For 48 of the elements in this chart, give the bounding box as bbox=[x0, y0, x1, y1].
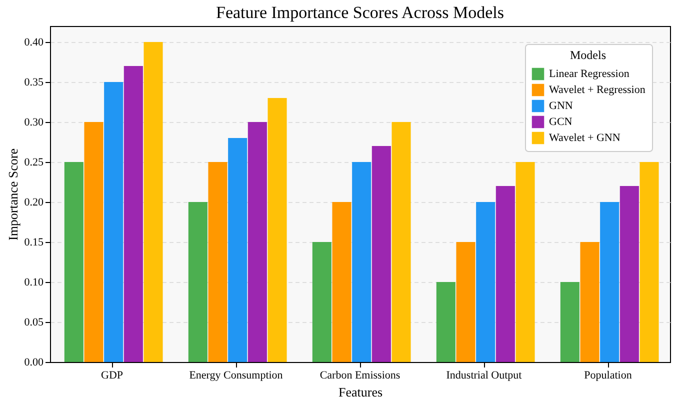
y-tick-label: 0.25 bbox=[24, 156, 44, 168]
legend-label: Linear Regression bbox=[549, 68, 630, 80]
bar bbox=[372, 146, 391, 362]
bar bbox=[228, 138, 248, 362]
legend-label: Wavelet + Regression bbox=[549, 84, 646, 96]
legend-title: Models bbox=[570, 48, 606, 62]
y-tick-label: 0.10 bbox=[24, 276, 44, 288]
bar bbox=[580, 242, 600, 362]
x-tick-label: GDP bbox=[100, 370, 124, 382]
bar bbox=[84, 122, 104, 362]
chart-title: Feature Importance Scores Across Models bbox=[216, 3, 504, 22]
x-tick-label: Carbon Emissions bbox=[320, 370, 400, 382]
y-tick-label: 0.00 bbox=[24, 356, 44, 368]
bar bbox=[516, 162, 535, 362]
y-tick-label: 0.40 bbox=[24, 36, 44, 48]
bar bbox=[620, 186, 639, 362]
y-tick-label: 0.20 bbox=[24, 196, 44, 208]
bar bbox=[248, 122, 267, 362]
bar bbox=[392, 122, 411, 362]
bar bbox=[64, 162, 84, 362]
bar bbox=[436, 282, 456, 362]
x-tick-label: Industrial Output bbox=[446, 370, 522, 382]
y-tick-label: 0.05 bbox=[24, 316, 44, 328]
bar bbox=[560, 282, 580, 362]
bar bbox=[144, 42, 163, 362]
bar bbox=[188, 202, 208, 362]
x-tick-label: Energy Consumption bbox=[189, 370, 284, 382]
bar bbox=[312, 242, 332, 362]
bar bbox=[124, 66, 143, 362]
y-axis-title: Importance Score bbox=[5, 148, 20, 241]
bar bbox=[268, 98, 287, 362]
bar bbox=[476, 202, 496, 362]
bar bbox=[640, 162, 659, 362]
bar bbox=[456, 242, 476, 362]
bar bbox=[208, 162, 228, 362]
legend-label: GCN bbox=[549, 116, 572, 128]
legend-label: GNN bbox=[549, 100, 573, 112]
bar bbox=[332, 202, 352, 362]
y-tick-label: 0.30 bbox=[24, 116, 44, 128]
bar bbox=[104, 82, 124, 362]
y-tick-label: 0.15 bbox=[24, 236, 44, 248]
bar bbox=[496, 186, 515, 362]
bar bbox=[352, 162, 372, 362]
y-tick-label: 0.35 bbox=[24, 76, 44, 88]
x-tick-label: Population bbox=[584, 370, 632, 382]
bar bbox=[600, 202, 620, 362]
legend-label: Wavelet + GNN bbox=[549, 132, 620, 144]
x-axis-title: Features bbox=[338, 384, 383, 399]
